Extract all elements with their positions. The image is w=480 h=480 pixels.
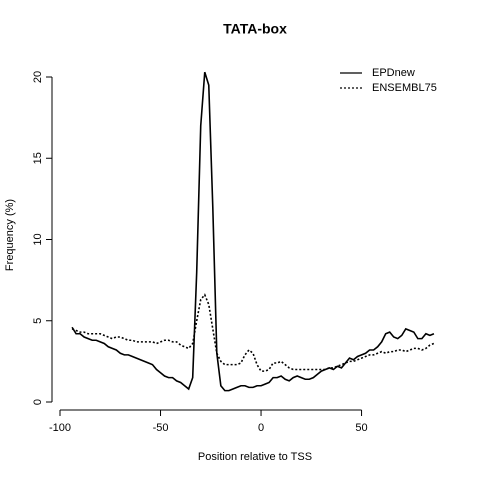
x-tick-label: 50 <box>355 422 367 434</box>
y-tick-label: 0 <box>32 399 44 405</box>
y-tick-label: 15 <box>32 152 44 164</box>
chart-title: TATA-box <box>223 21 287 37</box>
legend-label: ENSEMBL75 <box>372 82 437 94</box>
y-tick-label: 5 <box>32 318 44 324</box>
x-tick-label: -100 <box>49 422 71 434</box>
x-axis-label: Position relative to TSS <box>198 451 312 463</box>
x-tick-label: -50 <box>153 422 169 434</box>
legend-label: EPDnew <box>372 67 415 79</box>
y-axis-label: Frequency (%) <box>4 199 16 271</box>
data-line <box>71 293 435 372</box>
x-tick-label: 0 <box>258 422 264 434</box>
y-tick-label: 20 <box>32 71 44 83</box>
y-tick-label: 10 <box>32 233 44 245</box>
data-line <box>71 71 435 392</box>
